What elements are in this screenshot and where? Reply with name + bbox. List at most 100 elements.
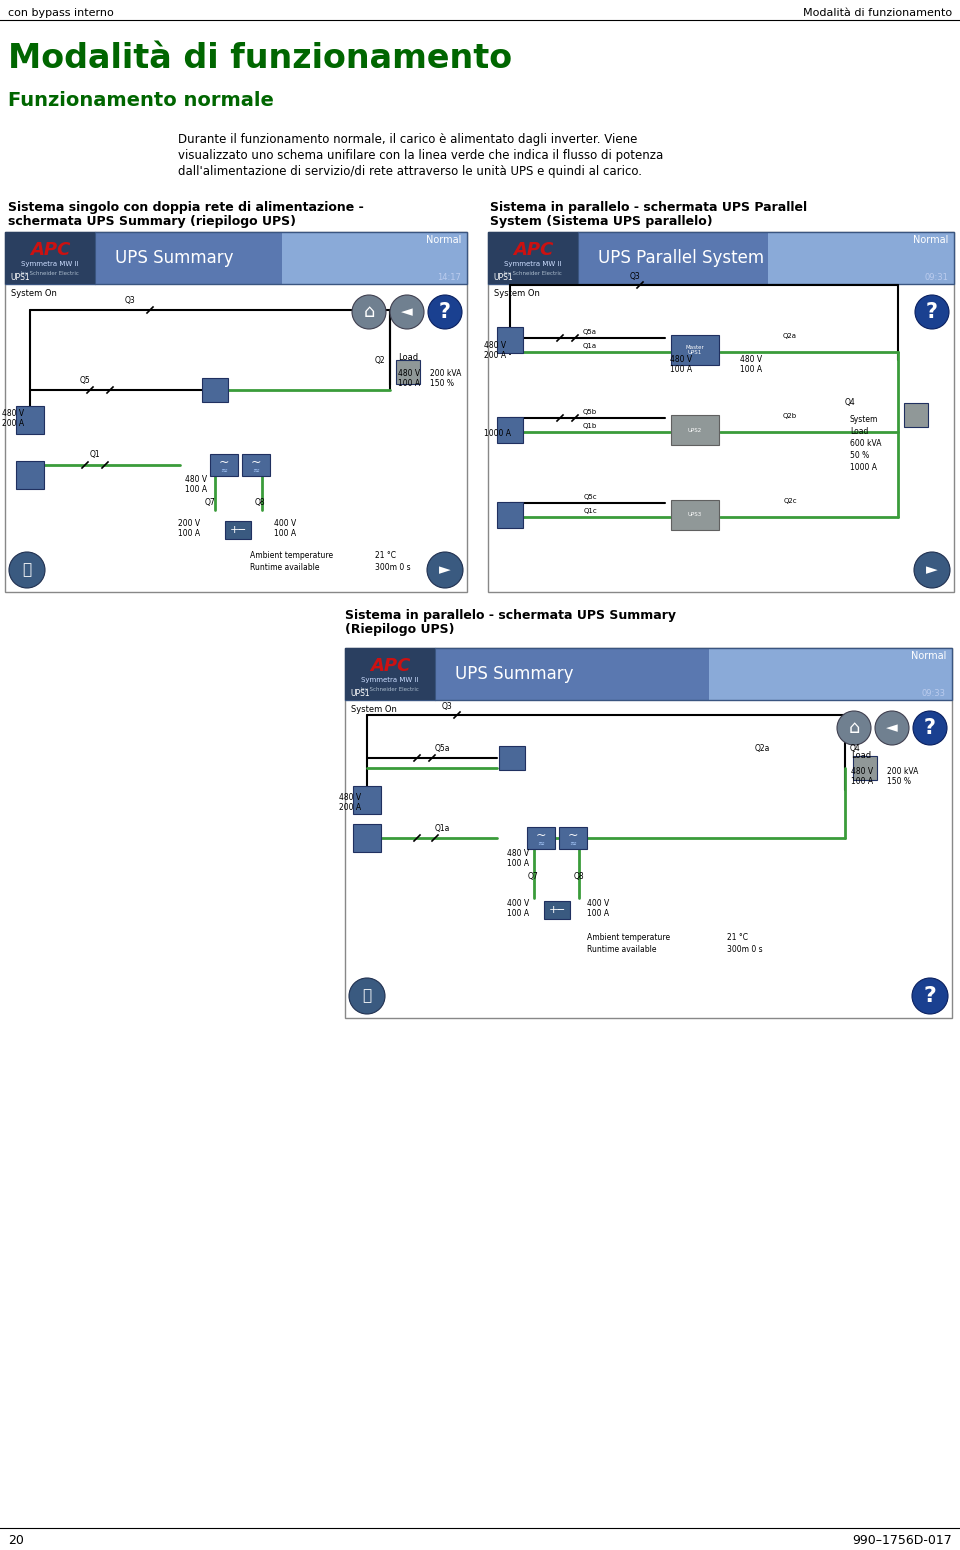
Text: ≈: ≈ (252, 465, 259, 474)
Text: System On: System On (11, 290, 57, 299)
Circle shape (914, 552, 950, 587)
Text: 200 A: 200 A (2, 418, 24, 428)
Text: APC: APC (30, 240, 70, 259)
Text: Q2c: Q2c (783, 498, 797, 504)
Circle shape (352, 294, 386, 329)
Text: 480 V: 480 V (851, 767, 874, 775)
Bar (497, 327, 523, 353)
Text: 🔧: 🔧 (22, 563, 32, 578)
Circle shape (915, 294, 949, 329)
Text: System (Sistema UPS parallelo): System (Sistema UPS parallelo) (490, 215, 712, 228)
Text: 100 A: 100 A (398, 378, 420, 388)
Text: UPS1: UPS1 (493, 273, 513, 282)
Text: by Schneider Electric: by Schneider Electric (361, 688, 419, 693)
Text: Q2b: Q2b (783, 412, 797, 418)
Text: 300m 0 s: 300m 0 s (375, 563, 411, 572)
Text: System On: System On (494, 290, 540, 299)
Text: 21 °C: 21 °C (375, 550, 396, 560)
Text: APC: APC (370, 657, 410, 674)
Text: 100 A: 100 A (851, 777, 874, 786)
Text: UPS Summary: UPS Summary (455, 665, 573, 684)
Text: Load: Load (398, 353, 419, 363)
Text: +: + (548, 905, 558, 914)
Text: System: System (850, 415, 878, 425)
Text: 100 A: 100 A (178, 529, 200, 538)
Text: ~: ~ (536, 829, 546, 842)
Bar (853, 756, 877, 780)
Circle shape (427, 552, 463, 587)
Text: Q1b: Q1b (583, 423, 597, 429)
Text: UPS Parallel System: UPS Parallel System (598, 250, 764, 267)
Bar (488, 232, 954, 284)
Text: Q7: Q7 (528, 871, 539, 880)
Text: visualizzato uno schema unifilare con la linea verde che indica il flusso di pot: visualizzato uno schema unifilare con la… (178, 149, 663, 163)
Text: Q4: Q4 (845, 397, 855, 406)
Text: Q2: Q2 (374, 355, 385, 364)
Bar (559, 828, 587, 849)
Text: Q3: Q3 (630, 271, 640, 281)
Bar (488, 232, 954, 284)
Text: ◄: ◄ (886, 721, 898, 736)
Text: 480 V: 480 V (185, 476, 207, 485)
Text: Runtime available: Runtime available (250, 563, 320, 572)
Text: dall'alimentazione di servizio/di rete attraverso le unità UPS e quindi al caric: dall'alimentazione di servizio/di rete a… (178, 166, 642, 178)
Circle shape (390, 294, 424, 329)
Text: by Schneider Electric: by Schneider Electric (504, 271, 562, 276)
Bar (345, 648, 952, 1018)
Text: 09:33: 09:33 (922, 690, 946, 699)
Text: Ambient temperature: Ambient temperature (250, 550, 333, 560)
Text: Q5: Q5 (80, 375, 90, 384)
Circle shape (349, 978, 385, 1014)
Text: 600 kVA: 600 kVA (850, 440, 881, 448)
Text: Ambient temperature: Ambient temperature (587, 933, 670, 942)
Text: 100 A: 100 A (740, 366, 762, 375)
Text: Funzionamento normale: Funzionamento normale (8, 90, 274, 110)
Text: ⌂: ⌂ (363, 302, 374, 321)
Text: Q5c: Q5c (583, 494, 597, 501)
Circle shape (837, 711, 871, 746)
Text: 990–1756D-017: 990–1756D-017 (852, 1533, 952, 1547)
Text: ?: ? (926, 302, 938, 322)
Text: 150 %: 150 % (887, 777, 911, 786)
Text: ►: ► (926, 563, 938, 578)
Text: Load: Load (851, 752, 871, 761)
Bar (345, 648, 435, 701)
Text: Modalità di funzionamento: Modalità di funzionamento (8, 42, 512, 74)
Text: UPS1: UPS1 (350, 690, 370, 699)
Text: Q8: Q8 (574, 871, 585, 880)
Text: 200 V: 200 V (178, 519, 200, 527)
Text: Q4: Q4 (850, 744, 861, 752)
Bar (904, 403, 928, 426)
Bar (282, 232, 467, 284)
Text: 🔧: 🔧 (363, 989, 372, 1003)
Bar (499, 746, 525, 770)
Text: Q1a: Q1a (583, 343, 597, 349)
Text: 200 A: 200 A (484, 350, 506, 360)
Text: Normal: Normal (913, 236, 948, 245)
Text: con bypass interno: con bypass interno (8, 8, 113, 19)
Text: 150 %: 150 % (430, 378, 454, 388)
Text: Symmetra MW II: Symmetra MW II (504, 260, 562, 267)
Text: ≈: ≈ (538, 839, 544, 848)
Text: 14:17: 14:17 (437, 273, 461, 282)
Text: Symmetra MW II: Symmetra MW II (21, 260, 79, 267)
Text: 100 A: 100 A (185, 485, 207, 494)
Text: ~: ~ (219, 456, 229, 468)
Text: Q7: Q7 (204, 499, 215, 507)
Text: 400 V: 400 V (507, 899, 529, 907)
Text: ≈: ≈ (221, 465, 228, 474)
Text: 200 kVA: 200 kVA (887, 767, 919, 775)
Bar (345, 648, 952, 701)
Bar (16, 406, 44, 434)
Text: 100 A: 100 A (274, 529, 296, 538)
Text: Durante il funzionamento normale, il carico è alimentato dagli inverter. Viene: Durante il funzionamento normale, il car… (178, 133, 637, 147)
Circle shape (875, 711, 909, 746)
Bar (488, 232, 578, 284)
Text: 480 V: 480 V (339, 792, 361, 801)
Text: ?: ? (924, 986, 936, 1006)
Text: Sistema singolo con doppia rete di alimentazione -: Sistema singolo con doppia rete di alime… (8, 202, 364, 214)
Text: Q8: Q8 (254, 499, 265, 507)
Text: 480 V: 480 V (398, 369, 420, 378)
Bar (709, 648, 952, 701)
Circle shape (913, 711, 947, 746)
